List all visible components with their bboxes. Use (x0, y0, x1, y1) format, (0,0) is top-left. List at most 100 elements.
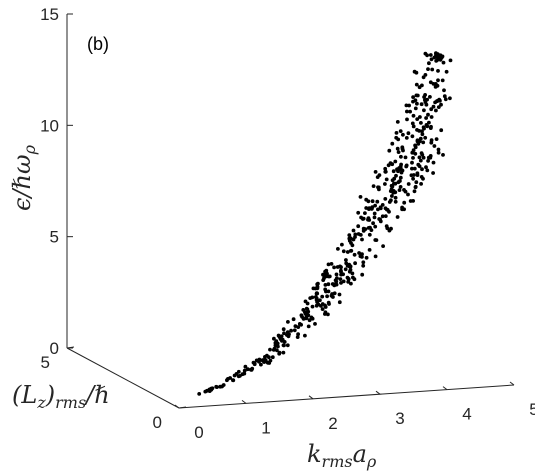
scatter-point (399, 154, 403, 159)
scatter-point (426, 67, 430, 71)
scatter-point (415, 101, 419, 106)
scatter-point (360, 255, 364, 259)
scatter-point (292, 328, 297, 333)
scatter-point (335, 276, 339, 280)
scatter-point (272, 336, 276, 341)
y-axis-line (66, 347, 180, 409)
scatter-point (398, 129, 403, 134)
scatter-point (418, 158, 423, 163)
x-tick-mark (241, 399, 247, 404)
scatter-point (308, 296, 313, 300)
scatter-point (338, 277, 343, 281)
scatter-point (278, 337, 283, 341)
scatter-point (380, 214, 385, 219)
scatter-point (422, 95, 426, 99)
scatter-point (301, 317, 306, 321)
scatter-point (398, 164, 403, 169)
scatter-point (400, 205, 404, 210)
scatter-points (197, 51, 453, 396)
scatter-point (412, 166, 417, 171)
scatter-point (306, 313, 311, 318)
panel-label: (b) (87, 34, 109, 54)
scatter-point (429, 57, 434, 62)
x-tick-mark (308, 395, 314, 400)
scatter-point (285, 343, 290, 348)
scatter-point (420, 167, 424, 172)
scatter-point (403, 155, 408, 160)
scatter-point (404, 103, 409, 108)
scatter-point (374, 238, 379, 243)
scatter-point (316, 281, 320, 286)
scatter-point (402, 188, 406, 192)
scatter-point (413, 143, 417, 148)
scatter-point (307, 318, 312, 323)
scatter-point (429, 124, 433, 129)
scatter-point (252, 361, 257, 366)
scatter-point (387, 148, 392, 153)
scatter-point (326, 262, 331, 267)
scatter-point (439, 102, 443, 107)
scatter-point (351, 228, 356, 233)
scatter-point (243, 364, 248, 369)
y-tick-mark (178, 406, 187, 409)
scatter-point (420, 132, 425, 137)
scatter-point (320, 294, 325, 299)
scatter-point (299, 322, 303, 327)
scatter-point (366, 216, 371, 221)
scatter-point (318, 298, 322, 303)
scatter-point (344, 261, 349, 266)
scatter-point (436, 69, 440, 73)
scatter-point (240, 372, 245, 377)
scatter-point (327, 302, 331, 306)
scatter-point (242, 368, 247, 373)
scatter-point (352, 252, 357, 257)
scatter-point (413, 184, 418, 189)
scatter-point (433, 85, 438, 89)
scatter-point (321, 278, 326, 282)
scatter-point (413, 106, 418, 111)
scatter-point (419, 102, 424, 107)
scatter-point (339, 269, 343, 274)
scatter-point (277, 351, 282, 356)
scatter-point (320, 307, 325, 311)
scatter-point (267, 361, 272, 365)
scatter-point (413, 98, 418, 103)
scatter-point (400, 168, 405, 173)
scatter-point (296, 332, 300, 337)
scatter-point (431, 104, 436, 109)
scatter-point (416, 162, 421, 167)
scatter-point (440, 78, 445, 83)
scatter-point (394, 135, 399, 140)
scatter-point (350, 271, 355, 276)
scatter-point (360, 237, 364, 242)
scatter-point (325, 294, 329, 299)
scatter-point (418, 115, 422, 119)
scatter-point (395, 167, 399, 172)
scatter-point (345, 275, 350, 280)
scatter-point (423, 98, 427, 102)
scatter-point (400, 146, 405, 151)
y-tick-group: 05 (41, 346, 187, 432)
scatter-point (387, 209, 391, 214)
scatter-point (306, 309, 311, 314)
scatter-point (392, 181, 396, 186)
scatter-point (197, 392, 202, 396)
x-tick-label: 2 (328, 414, 337, 433)
scatter-point (282, 340, 287, 344)
scatter-point (232, 373, 237, 378)
scatter-point (341, 272, 345, 277)
scatter-point (323, 312, 327, 316)
scatter-point (245, 367, 250, 372)
scatter-point (267, 355, 271, 360)
y-axis-label: (Lz)rms/ℏ (12, 381, 110, 412)
scatter-point (259, 362, 263, 367)
scatter-point (326, 274, 331, 279)
scatter-point (341, 249, 346, 254)
scatter-point (390, 194, 394, 198)
scatter-point (428, 95, 432, 99)
scatter-point (366, 226, 371, 230)
scatter-point (319, 304, 323, 308)
scatter-point (442, 88, 446, 93)
scatter-point (423, 73, 428, 77)
scatter-point (391, 169, 396, 174)
